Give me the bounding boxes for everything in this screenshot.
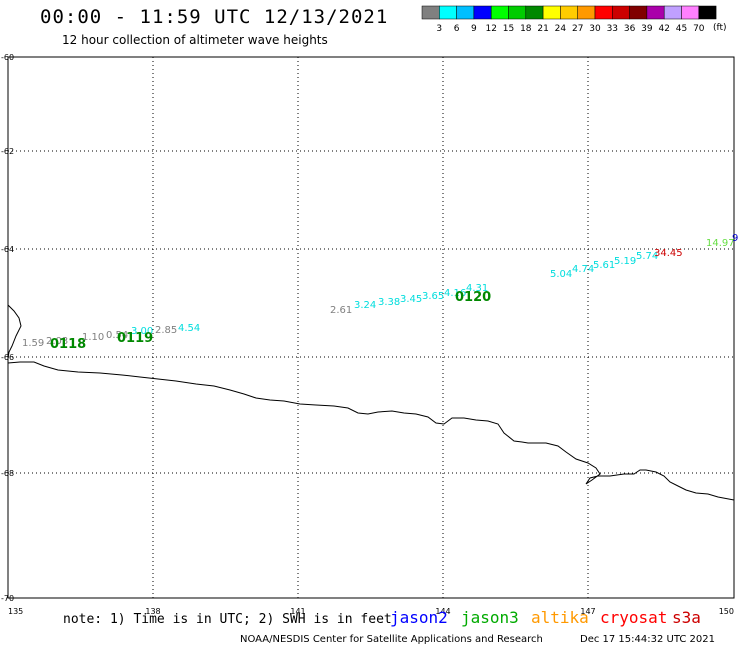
satellite-s3a: s3a — [672, 608, 701, 627]
lat-tick-label: -62 — [1, 147, 14, 156]
wave-height-label: 3.38 — [378, 297, 400, 308]
longitude-labels: 135 138 141 144 147 150 — [8, 607, 734, 616]
wave-height-label: 4.16 — [444, 288, 466, 299]
lon-tick-label: 150 — [719, 607, 734, 616]
lat-tick-label: -64 — [1, 245, 14, 254]
legend-tick-label: 15 — [503, 24, 514, 34]
wave-height-label: 0.54 — [106, 330, 128, 341]
legend-tick-label: 3 — [436, 24, 442, 34]
lat-tick-label: -70 — [1, 594, 14, 603]
wave-height-label: 9 — [732, 233, 738, 244]
map-frame — [7, 56, 735, 599]
legend-tick-label: 30 — [589, 24, 601, 34]
latitude-labels: -60 -62 -64 -66 -68 -70 — [1, 53, 14, 603]
lon-tick-label: 141 — [290, 607, 305, 616]
legend-tick-label: 18 — [520, 24, 532, 34]
map-title: 00:00 - 11:59 UTC 12/13/2021 — [40, 6, 389, 28]
wave-height-label: 34.45 — [654, 248, 683, 259]
satellite-altika: altika — [531, 608, 589, 627]
lon-tick-label: 147 — [580, 607, 595, 616]
note-text: note: 1) Time is in UTC; 2) SWH is in fe… — [63, 612, 392, 627]
color-legend: 3 6 9 12 15 18 21 24 27 30 33 36 39 42 45 70 — [421, 5, 717, 34]
lon-tick-label: 138 — [145, 607, 160, 616]
legend-tick-label: 42 — [658, 24, 669, 34]
wave-height-label: 4.54 — [178, 323, 200, 334]
wave-height-label: 14.97 — [706, 238, 735, 249]
map-subtitle: 12 hour collection of altimeter wave hei… — [62, 33, 328, 47]
legend-tick-label: 33 — [607, 24, 618, 34]
legend-tick-label: 45 — [676, 24, 687, 34]
lat-tick-label: -60 — [1, 53, 14, 62]
wave-height-label: 2.85 — [155, 325, 177, 336]
lon-tick-label: 135 — [8, 607, 23, 616]
track-time-label: 0120 — [455, 290, 491, 305]
legend-unit: (ft) — [713, 23, 727, 33]
wave-height-label: 3.24 — [354, 300, 376, 311]
lat-tick-label: -68 — [1, 469, 14, 478]
satellite-jason3: jason3 — [461, 608, 519, 627]
wave-height-label: 4.74 — [572, 264, 594, 275]
satellite-jason2: jason2 — [390, 608, 448, 627]
legend-tick-label: 36 — [624, 24, 636, 34]
legend-tick-label: 27 — [572, 24, 583, 34]
wave-height-label: 1.10 — [82, 332, 104, 343]
lat-lon-grid — [8, 57, 734, 598]
footer-timestamp: Dec 17 15:44:32 UTC 2021 — [580, 634, 715, 645]
wave-height-label: 3.00 — [131, 326, 153, 337]
wave-height-label: 5.04 — [550, 269, 572, 280]
legend-tick-label: 6 — [454, 24, 460, 34]
legend-tick-label: 70 — [693, 24, 705, 34]
lon-tick-label: 144 — [435, 607, 450, 616]
legend-swatch — [698, 5, 717, 20]
legend-tick-label: 21 — [537, 24, 548, 34]
footer-credit: NOAA/NESDIS Center for Satellite Applica… — [240, 634, 543, 645]
wave-height-label: 5.61 — [593, 260, 615, 271]
wave-height-label: 3.45 — [400, 294, 422, 305]
lat-tick-label: -66 — [1, 353, 14, 362]
wave-height-label: 5.74 — [636, 251, 658, 262]
track-time-label: 0119 — [117, 331, 153, 346]
wave-height-label: 2.61 — [330, 305, 352, 316]
legend-tick-label: 24 — [555, 24, 567, 34]
legend-tick-label: 12 — [485, 24, 496, 34]
legend-tick-label: 39 — [641, 24, 653, 34]
wave-height-label: 3.65 — [422, 291, 444, 302]
satellite-cryosat: cryosat — [600, 608, 668, 627]
track-time-label: 0118 — [50, 337, 86, 352]
legend-tick-label: 9 — [471, 24, 477, 34]
wave-height-label: 4.31 — [466, 283, 488, 294]
wave-height-label: 2.03 — [46, 336, 68, 347]
wave-height-label: 1.59 — [22, 338, 44, 349]
antarctic-coastline — [7, 304, 735, 501]
wave-height-label: 5.19 — [614, 256, 636, 267]
